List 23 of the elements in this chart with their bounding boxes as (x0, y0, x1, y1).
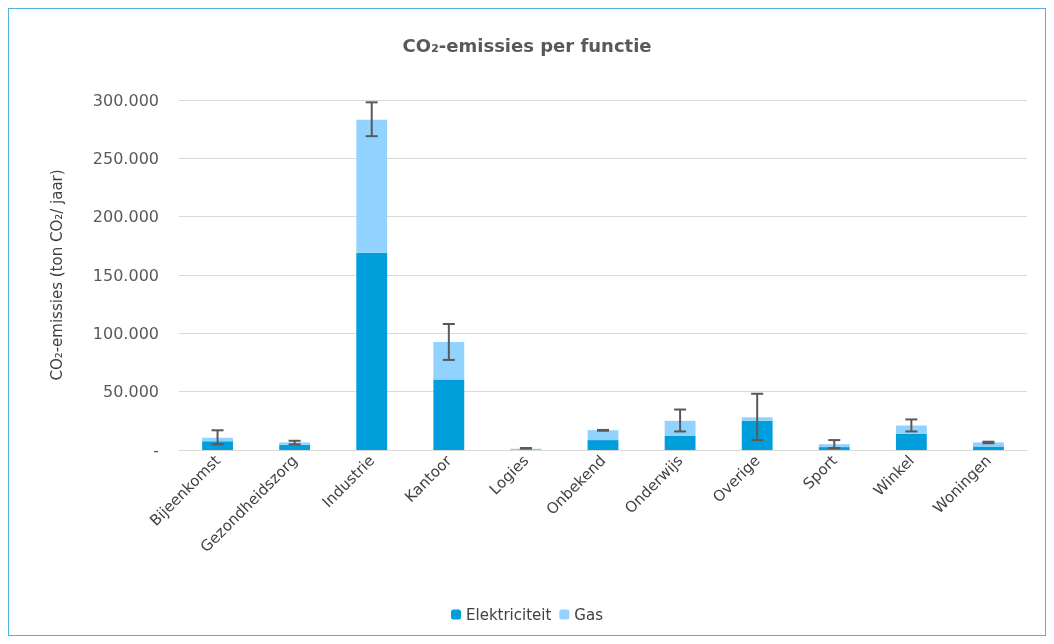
bar (664, 420, 696, 436)
bar (279, 444, 311, 450)
y-tick-label: 200.000 (92, 207, 159, 227)
y-tick-label: 150.000 (92, 265, 159, 285)
bar (741, 417, 773, 421)
y-axis-title: CO₂-emissies (ton CO₂/ jaar) (47, 169, 66, 381)
y-tick-label: 100.000 (92, 323, 159, 343)
y-tick-label: 250.000 (92, 148, 159, 168)
chart-title: CO₂-emissies per functie (402, 34, 652, 56)
bar (356, 252, 388, 450)
bar (356, 119, 388, 253)
y-tick-label: 50.000 (103, 382, 159, 402)
bar (587, 440, 619, 450)
y-tick-label: - (153, 440, 159, 460)
bar (741, 420, 773, 450)
bar (433, 379, 465, 450)
bar (433, 342, 465, 380)
y-tick-label: 300.000 (92, 90, 159, 110)
bar (587, 430, 619, 441)
legend-label: Elektriciteit (466, 605, 552, 624)
bar (664, 436, 696, 450)
bar (895, 433, 927, 450)
legend-label: Gas (574, 605, 604, 624)
